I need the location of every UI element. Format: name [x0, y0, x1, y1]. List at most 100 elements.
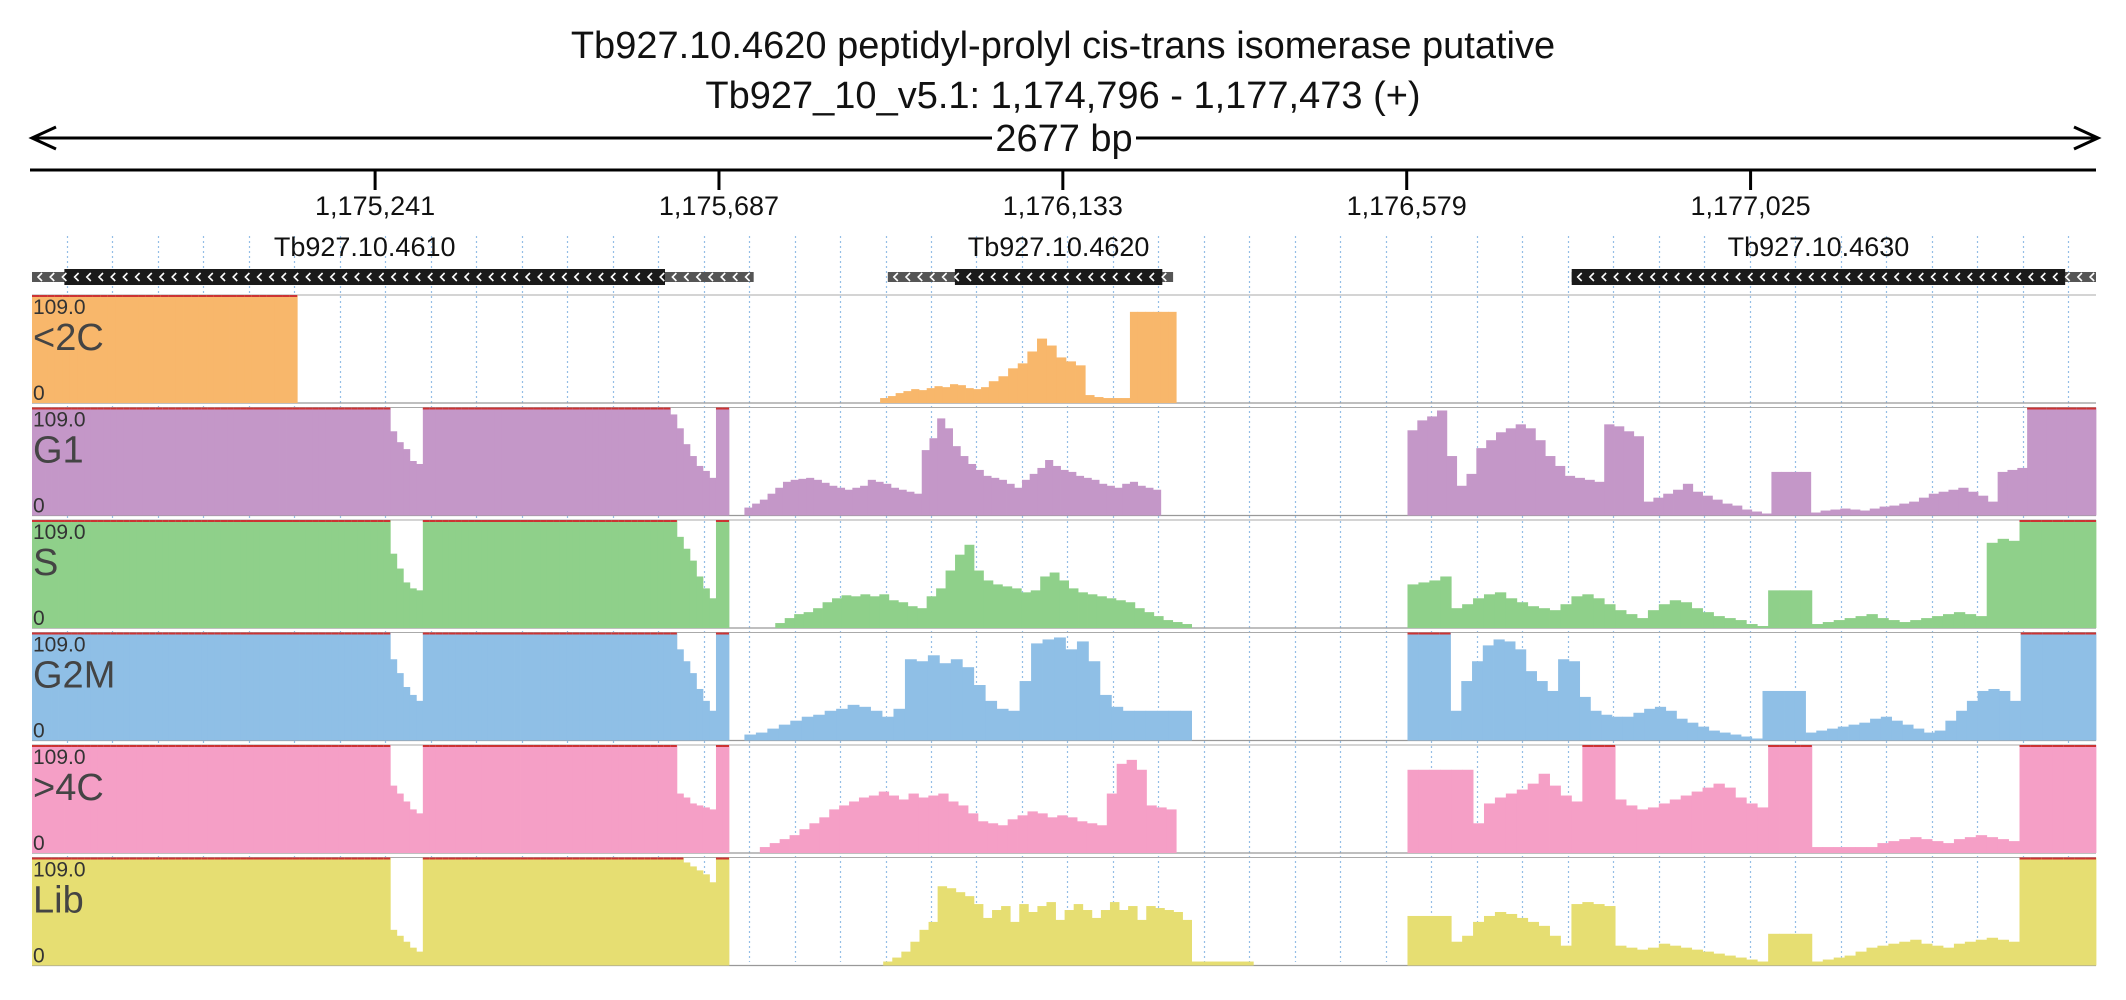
coverage-bar — [279, 745, 287, 853]
coverage-bar — [1724, 787, 1736, 853]
coverage-bar — [2030, 857, 2042, 966]
coverage-bar — [973, 570, 984, 628]
coverage-bar — [286, 857, 293, 966]
coverage-bar — [1059, 580, 1069, 628]
coverage-bar — [494, 745, 502, 853]
coverage-bar — [168, 745, 176, 853]
coverage-bar — [390, 785, 398, 853]
coverage-bar — [2074, 632, 2086, 741]
coverage-bar — [683, 444, 691, 516]
coverage-bar — [377, 632, 385, 741]
coverage-bar — [546, 745, 554, 853]
coverage-bar — [318, 520, 326, 628]
coverage-bar — [201, 520, 209, 628]
coverage-bar — [136, 857, 144, 966]
coverage-bar — [220, 632, 228, 741]
coverage-bar — [1762, 690, 1774, 741]
coverage-bar — [696, 465, 704, 516]
coverage-bar — [631, 745, 639, 853]
coverage-bar — [429, 632, 437, 741]
coverage-bar — [1719, 732, 1731, 741]
coverage-bar — [1942, 843, 1955, 853]
coverage-bar — [162, 407, 170, 516]
coverage-bar — [1065, 649, 1078, 741]
coverage-bar — [364, 632, 372, 741]
coverage-bar — [936, 588, 946, 628]
coverage-bar — [149, 632, 157, 741]
coverage-bar — [64, 407, 72, 516]
coverage-bar — [416, 590, 424, 628]
coverage-bar — [2030, 520, 2042, 628]
coverage-bar — [1811, 847, 1824, 853]
coverage-bar — [1682, 483, 1694, 516]
coverage-bar — [259, 295, 268, 403]
coverage-bar — [1757, 961, 1769, 966]
x-axis: 1,175,241 1,175,687 1,176,133 1,176,579 1,17… — [30, 168, 2096, 221]
coverage-bar — [1574, 477, 1585, 516]
coverage-bar — [715, 407, 723, 516]
coverage-bar — [1945, 720, 1957, 741]
coverage-bar — [1691, 949, 1703, 966]
coverage-bar — [566, 745, 574, 853]
coverage-bar — [605, 857, 613, 966]
coverage-bar — [1604, 424, 1615, 516]
coverage-bar — [1450, 710, 1462, 741]
coverage-bar — [520, 520, 528, 628]
coverage-bar — [1805, 732, 1817, 741]
coverage-bar — [1125, 602, 1136, 628]
coverage-bar — [273, 632, 280, 741]
coverage-bar — [448, 632, 456, 741]
coverage-bar — [650, 857, 658, 966]
coverage-bar — [1418, 582, 1430, 628]
coverage-bar — [1486, 440, 1497, 516]
coverage-bar — [45, 745, 52, 853]
coverage-bar — [696, 870, 704, 966]
coverage-bar — [422, 745, 430, 853]
coverage-bar — [1830, 509, 1841, 516]
coverage-bar — [1451, 608, 1463, 628]
coverage-bar — [1008, 710, 1021, 741]
coverage-bar — [305, 745, 313, 853]
coverage-bar — [849, 801, 860, 853]
coverage-bar — [1122, 710, 1135, 741]
coverage-bar — [1855, 951, 1867, 966]
track-max-label: 109.0 — [33, 521, 86, 544]
coverage-bar — [767, 493, 776, 516]
coverage-bar — [1791, 471, 1802, 516]
coverage-bar — [1473, 823, 1485, 853]
coverage-bar — [650, 632, 658, 741]
gene-label: Tb927.10.4610 — [274, 232, 456, 262]
coverage-bar — [813, 714, 826, 741]
coverage-bar — [1111, 706, 1124, 741]
coverage-bar — [38, 857, 46, 966]
coverage-bar — [744, 507, 753, 516]
coverage-bar — [2056, 407, 2067, 516]
coverage-bar — [1757, 626, 1769, 628]
coverage-bar — [1844, 618, 1856, 628]
coverage-bar — [474, 745, 482, 853]
coverage-bar — [233, 407, 241, 516]
coverage-bar — [1037, 813, 1048, 853]
coverage-bar — [1735, 957, 1747, 966]
coverage-bar — [168, 632, 176, 741]
coverage-bar — [461, 407, 469, 516]
coverage-bar — [2076, 407, 2087, 516]
coverage-bar — [527, 857, 534, 966]
coverage-bar — [945, 570, 956, 628]
coverage-bar — [572, 407, 580, 516]
coverage-bar — [1001, 906, 1011, 966]
coverage-bar — [162, 857, 170, 966]
coverage-bar — [266, 520, 274, 628]
coverage-bar — [1781, 471, 1792, 516]
coverage-bar — [598, 407, 606, 516]
coverage-bar — [919, 929, 929, 966]
coverage-bar — [715, 520, 723, 628]
coverage-bar — [1735, 797, 1747, 853]
coverage-bar — [850, 596, 861, 628]
coverage-bar — [299, 745, 306, 853]
coverage-bar — [1879, 506, 1890, 516]
coverage-bar — [507, 857, 515, 966]
coverage-bar — [2063, 745, 2075, 853]
coverage-bar — [1579, 696, 1591, 741]
coverage-bar — [1145, 311, 1154, 403]
